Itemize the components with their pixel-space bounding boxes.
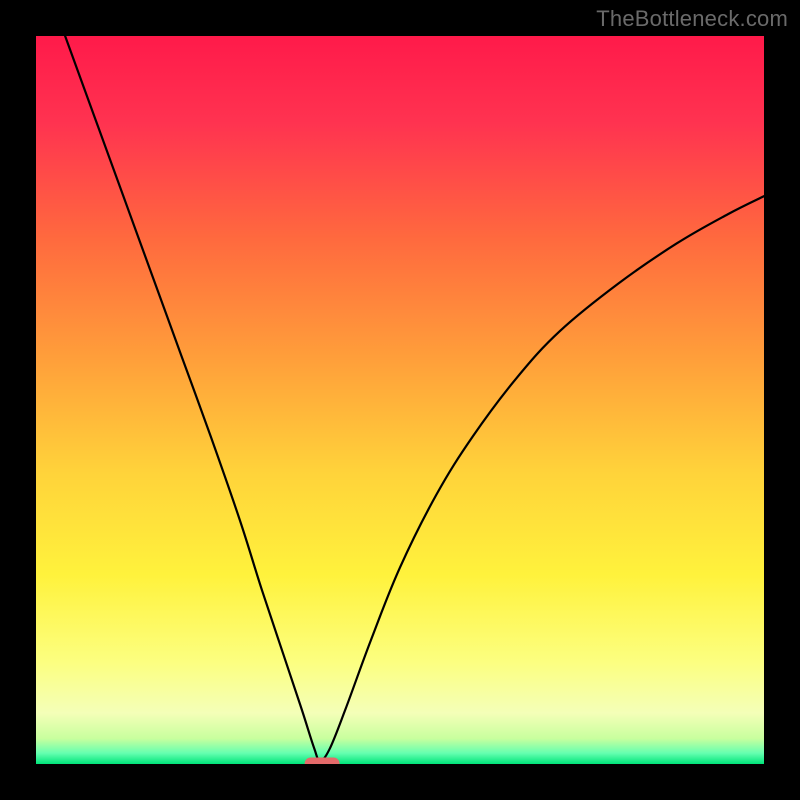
bottleneck-curve-chart: [0, 0, 800, 800]
chart-container: TheBottleneck.com: [0, 0, 800, 800]
watermark-label: TheBottleneck.com: [596, 6, 788, 32]
plot-background: [36, 36, 764, 764]
